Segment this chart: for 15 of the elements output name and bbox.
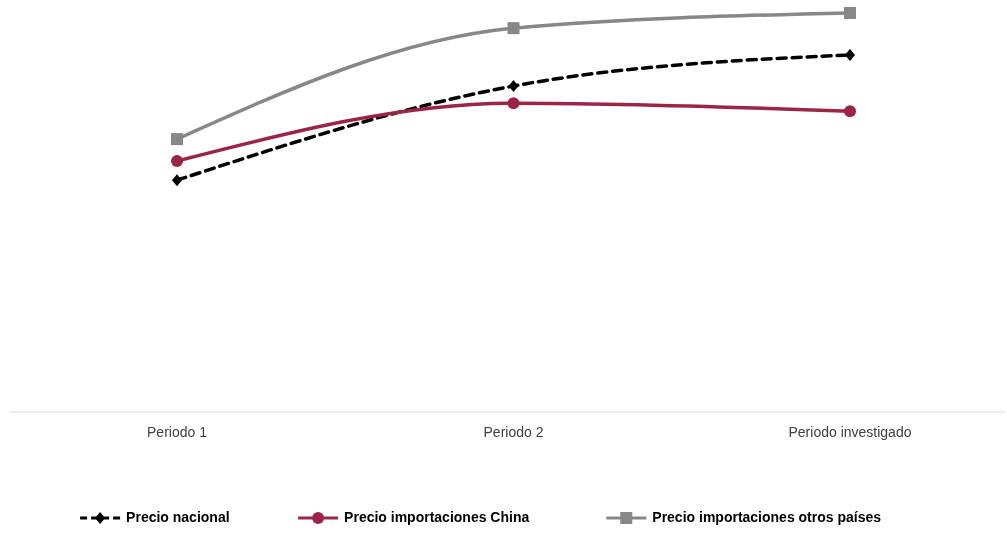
point	[844, 105, 856, 118]
x-tick-label: Periodo 1	[147, 424, 208, 440]
x-tick-label: Periodo 2	[483, 424, 544, 440]
point	[845, 48, 855, 61]
legend-label: Precio importaciones otros países	[652, 509, 882, 525]
point	[844, 7, 856, 19]
point	[171, 155, 183, 168]
point	[508, 80, 519, 93]
point	[172, 174, 182, 187]
point	[507, 97, 520, 110]
legend-label: Precio importaciones China	[344, 509, 530, 525]
point	[507, 22, 520, 35]
legend-label: Precio nacional	[126, 509, 230, 525]
x-tick-label: Periodo investigado	[788, 424, 912, 440]
point	[171, 133, 183, 146]
